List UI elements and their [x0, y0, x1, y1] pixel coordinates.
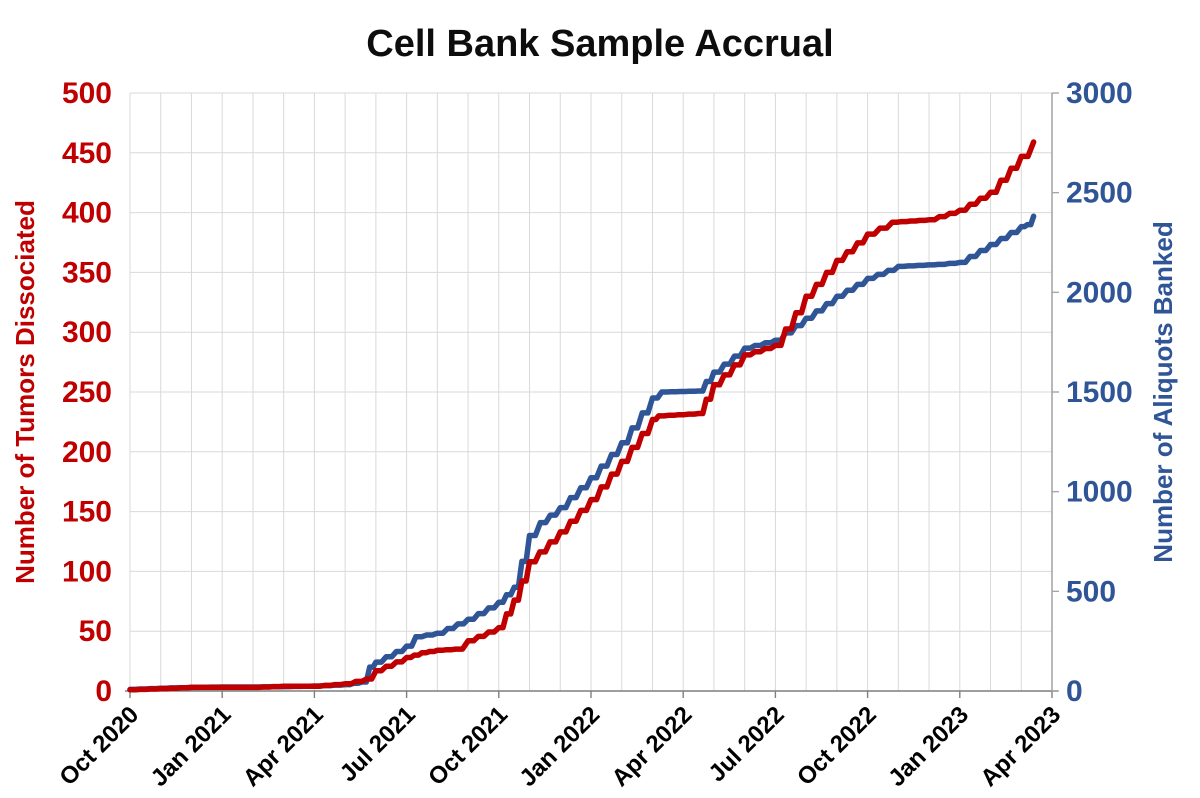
- right-axis-tick-label: 0: [1066, 675, 1083, 708]
- left-axis-tick-label: 100: [62, 555, 112, 588]
- x-axis-tick-label: Jul 2022: [704, 701, 790, 787]
- tumors-dissociated-series-line: [127, 139, 1037, 693]
- x-axis-tick-label: Jan 2022: [514, 701, 605, 792]
- x-axis-tick-label: Jan 2021: [146, 701, 237, 792]
- right-axis-tick-label: 1500: [1066, 376, 1133, 409]
- left-axis-title: Number of Tumors Dissociated: [10, 200, 40, 584]
- x-axis-tick-label: Oct 2020: [54, 701, 144, 791]
- left-axis-tick-label: 400: [62, 197, 112, 230]
- x-axis-tick-label: Jul 2021: [335, 701, 421, 787]
- right-axis-tick-label: 500: [1066, 575, 1116, 608]
- x-axis-tick-label: Apr 2023: [975, 701, 1066, 792]
- left-axis-tick-label: 300: [62, 316, 112, 349]
- left-axis-tick-label: 450: [62, 137, 112, 170]
- x-axis-tick-label: Apr 2022: [607, 701, 698, 792]
- left-axis-tick-label: 350: [62, 256, 112, 289]
- x-axis-tick-label: Apr 2021: [238, 701, 329, 792]
- left-axis-tick-label: 200: [62, 436, 112, 469]
- x-axis-tick-label: Oct 2021: [423, 701, 513, 791]
- left-axis-tick-label: 500: [62, 77, 112, 110]
- x-axis-tick-label: Jan 2023: [883, 701, 974, 792]
- right-axis-tick-label: 3000: [1066, 77, 1133, 110]
- series-layer: [127, 139, 1037, 693]
- left-axis-tick-label: 50: [79, 615, 112, 648]
- right-axis-tick-label: 1000: [1066, 476, 1133, 509]
- right-axis-tick-label: 2500: [1066, 177, 1133, 210]
- gridlines-layer: [129, 92, 1053, 691]
- chart-title: Cell Bank Sample Accrual: [366, 23, 833, 65]
- left-axis-tick-label: 250: [62, 376, 112, 409]
- x-axis-tick-label: Oct 2022: [792, 701, 882, 791]
- left-axis-tick-label: 0: [95, 675, 112, 708]
- right-axis-tick-label: 2000: [1066, 276, 1133, 309]
- left-axis-tick-label: 150: [62, 496, 112, 529]
- right-axis-title: Number of Aliquots Banked: [1148, 221, 1178, 562]
- axes-layer: [125, 92, 1059, 698]
